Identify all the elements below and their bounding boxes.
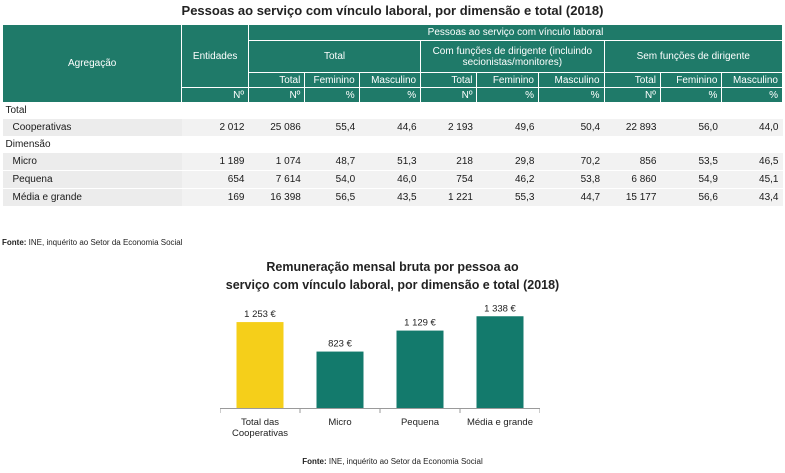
cell: 6 860 xyxy=(604,170,661,189)
header-group: Pessoas ao serviço com vínculo laboral xyxy=(247,24,784,41)
table-title: Pessoas ao serviço com vínculo laboral, … xyxy=(181,3,604,18)
cell: 49,6 xyxy=(476,119,539,137)
header-unit: % xyxy=(476,87,539,103)
bar xyxy=(236,322,284,408)
cell: 53,5 xyxy=(660,153,722,171)
cell: 1 074 xyxy=(248,153,305,171)
header-unit: % xyxy=(358,87,422,103)
cell: 50,4 xyxy=(538,119,605,137)
header-unit: Nº xyxy=(247,87,306,103)
cell: 25 086 xyxy=(248,119,305,137)
data-label: 1 253 € xyxy=(244,309,276,320)
category-label: Total das xyxy=(241,417,279,428)
chart-source: Fonte: INE, inquérito ao Setor da Econom… xyxy=(302,457,483,466)
row-label: Pequena xyxy=(2,170,182,189)
header-col-masculino: Masculino xyxy=(721,72,783,88)
cell: 56,0 xyxy=(660,119,722,137)
header-unit: Nº xyxy=(603,87,661,103)
cell: 56,5 xyxy=(304,188,360,207)
cell: 55,3 xyxy=(476,188,539,207)
header-sem-funcoes: Sem funções de dirigente xyxy=(603,40,784,73)
header-unit: % xyxy=(304,87,360,103)
cell: 51,3 xyxy=(359,153,421,171)
chart-title-line2: serviço com vínculo laboral, por dimensã… xyxy=(225,278,560,292)
cell: 754 xyxy=(420,170,477,189)
cell: 1 189 xyxy=(181,153,249,171)
cell: 2 193 xyxy=(420,119,477,137)
cell: 44,0 xyxy=(721,119,783,137)
chart-title-line1: Remuneração mensal bruta por pessoa ao xyxy=(266,260,519,274)
header-col-feminino: Feminino xyxy=(476,72,539,88)
cell: 218 xyxy=(420,153,477,171)
data-label: 1 129 € xyxy=(404,318,436,329)
cell: 169 xyxy=(181,188,249,207)
bar xyxy=(476,316,524,408)
table-row: Micro 1 189 1 074 48,7 51,3 218 29,8 70,… xyxy=(2,153,783,171)
table-row: Cooperativas 2 012 25 086 55,4 44,6 2 19… xyxy=(2,119,783,137)
header-unit: Nº xyxy=(181,87,249,103)
cell: 55,4 xyxy=(304,119,360,137)
cell: 22 893 xyxy=(604,119,661,137)
bar-chart: 1 253 € 823 € 1 129 € 1 338 € Total dasCoop… xyxy=(220,303,540,439)
cell: 43,5 xyxy=(359,188,421,207)
bar xyxy=(316,351,364,408)
header-col-masculino: Masculino xyxy=(358,72,422,88)
header-col-total: Total xyxy=(247,72,306,88)
cell: 1 221 xyxy=(420,188,477,207)
category-label: Micro xyxy=(328,417,351,428)
table-row: Pequena 654 7 614 54,0 46,0 754 46,2 53,… xyxy=(2,170,783,189)
category-label: Pequena xyxy=(401,417,440,428)
header-col-total: Total xyxy=(420,72,478,88)
category-label: Cooperativas xyxy=(232,428,288,439)
row-label: Média e grande xyxy=(2,188,182,207)
header-col-masculino: Masculino xyxy=(537,72,605,88)
cell: 46,0 xyxy=(359,170,421,189)
section-label: Total xyxy=(5,105,27,116)
cell: 48,7 xyxy=(304,153,360,171)
data-label: 823 € xyxy=(328,339,352,350)
row-label: Micro xyxy=(2,153,182,171)
cell: 16 398 xyxy=(248,188,305,207)
cell: 29,8 xyxy=(476,153,539,171)
cell: 45,1 xyxy=(721,170,783,189)
cell: 7 614 xyxy=(248,170,305,189)
header-unit: Nº xyxy=(420,87,478,103)
header-col-feminino: Feminino xyxy=(659,72,723,88)
table-source: Fonte: INE, inquérito ao Setor da Econom… xyxy=(2,238,183,247)
cell: 46,5 xyxy=(721,153,783,171)
data-table: Agregação Entidades Pessoas ao serviço c… xyxy=(1,24,784,207)
header-agregacao: Agregação xyxy=(1,24,183,103)
header-unit: % xyxy=(537,87,605,103)
cell: 46,2 xyxy=(476,170,539,189)
cell: 54,0 xyxy=(304,170,360,189)
header-unit: % xyxy=(659,87,723,103)
header-col-total: Total xyxy=(603,72,661,88)
cell: 15 177 xyxy=(604,188,661,207)
cell: 54,9 xyxy=(660,170,722,189)
category-label: Média e grande xyxy=(467,417,533,428)
cell: 2 012 xyxy=(181,119,249,137)
cell: 44,6 xyxy=(359,119,421,137)
section-label: Dimensão xyxy=(5,139,51,150)
header-unit: % xyxy=(721,87,783,103)
cell: 56,6 xyxy=(660,188,722,207)
data-label: 1 338 € xyxy=(484,303,516,314)
cell: 856 xyxy=(604,153,661,171)
bars-group: 1 253 € 823 € 1 129 € 1 338 € xyxy=(236,303,524,408)
header-com-funcoes: Com funções de dirigente (incluindo seci… xyxy=(420,40,605,73)
cell: 44,7 xyxy=(538,188,605,207)
table-row: Média e grande 169 16 398 56,5 43,5 1 22… xyxy=(2,188,783,207)
bar xyxy=(396,330,444,408)
cell: 53,8 xyxy=(538,170,605,189)
header-entidades: Entidades xyxy=(181,24,249,88)
header-col-feminino: Feminino xyxy=(304,72,360,88)
row-label: Cooperativas xyxy=(2,119,182,137)
cell: 43,4 xyxy=(721,188,783,207)
cell: 654 xyxy=(181,170,249,189)
header-total: Total xyxy=(247,40,422,73)
cell: 70,2 xyxy=(538,153,605,171)
